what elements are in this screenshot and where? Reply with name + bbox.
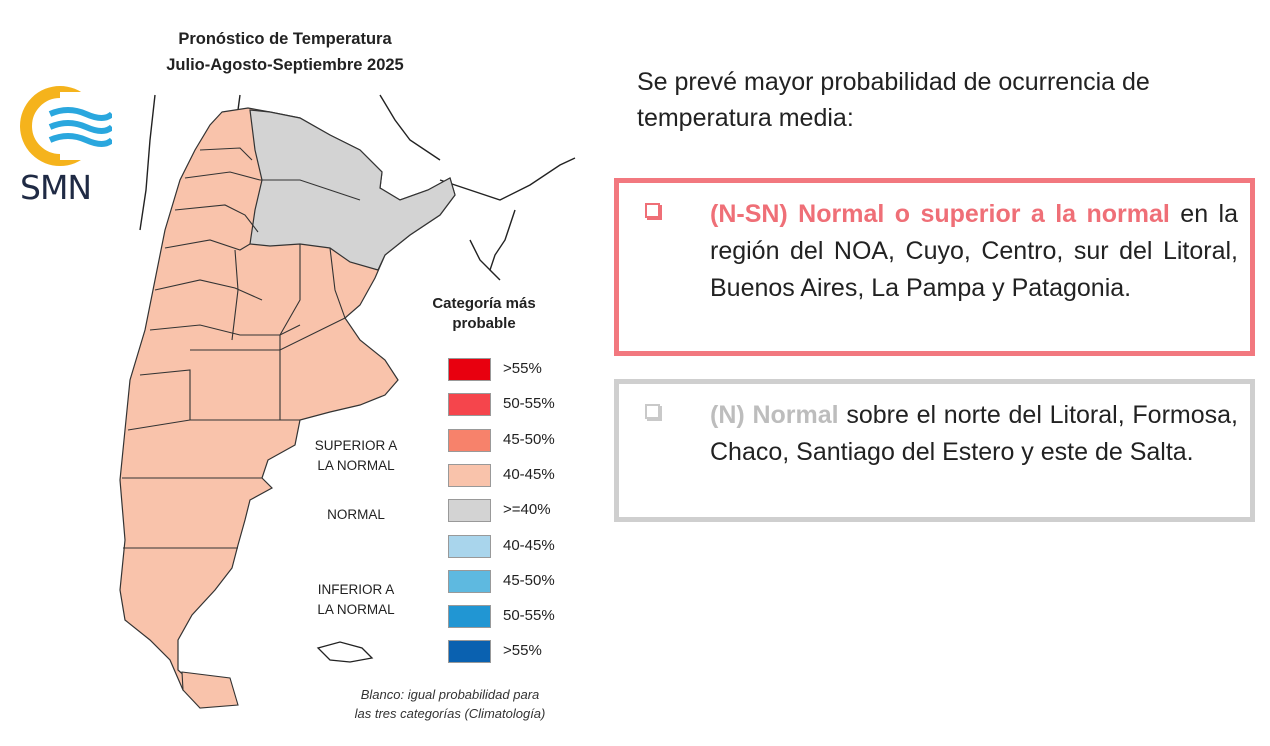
legend-swatch: [448, 535, 491, 558]
legend-swatch: [448, 393, 491, 416]
forecast-box-normal: (N) Normal sobre el norte del Litoral, F…: [614, 379, 1255, 522]
legend-group-label-line1: NORMAL: [327, 507, 385, 522]
checkbox-bullet-icon: [645, 404, 660, 419]
argentina-map: [119, 94, 576, 709]
box1-body: en la región del NOA, Cuyo, Centro, sur …: [710, 200, 1238, 302]
map-footnote: Blanco: igual probabilidad para las tres…: [300, 685, 600, 723]
legend-swatch: [448, 570, 491, 593]
box1-key: (N-SN) Normal o superior a la normal: [710, 200, 1170, 228]
box2-text: (N) Normal sobre el norte del Litoral, F…: [710, 397, 1238, 471]
legend-label: >=40%: [503, 501, 551, 518]
box1-text: (N-SN) Normal o superior a la normal en …: [710, 196, 1238, 307]
map-title: Pronóstico de Temperatura Julio-Agosto-S…: [100, 26, 470, 78]
legend-label: >55%: [503, 642, 542, 659]
legend-group-superior: SUPERIOR A LA NORMAL: [300, 436, 412, 476]
legend-swatch: [448, 464, 491, 487]
checkbox-bullet-icon: [645, 203, 660, 218]
normal-region: [249, 109, 456, 271]
forecast-map-panel: Pronóstico de Temperatura Julio-Agosto-S…: [0, 0, 600, 746]
legend-label: 50-55%: [503, 607, 555, 624]
legend-group-label-line2: LA NORMAL: [317, 458, 395, 473]
legend-label: 45-50%: [503, 431, 555, 448]
map-title-line2: Julio-Agosto-Septiembre 2025: [166, 56, 404, 74]
legend-group-label-line1: SUPERIOR A: [314, 438, 398, 453]
neighbor-borders: [139, 94, 576, 281]
legend-label: 45-50%: [503, 572, 555, 589]
legend-label: >55%: [503, 360, 542, 377]
legend-swatch: [448, 499, 491, 522]
legend-swatch: [448, 358, 491, 381]
legend-group-inferior: INFERIOR A LA NORMAL: [300, 580, 412, 620]
legend-heading-line1: Categoría más: [432, 295, 536, 312]
legend-heading-line2: probable: [452, 315, 516, 332]
box2-body: sobre el norte del Litoral, Formosa, Cha…: [710, 401, 1238, 466]
legend-swatch: [448, 640, 491, 663]
footnote-line1: Blanco: igual probabilidad para: [360, 687, 540, 702]
province-borders: [122, 147, 361, 549]
legend-group-label-line2: LA NORMAL: [317, 602, 395, 617]
footnote-line2: las tres categorías (Climatología): [354, 706, 546, 721]
legend-swatch: [448, 429, 491, 452]
legend-swatch: [448, 605, 491, 628]
smn-logo-icon: [20, 86, 112, 166]
legend-label: 40-45%: [503, 466, 555, 483]
forecast-box-above-normal: (N-SN) Normal o superior a la normal en …: [614, 178, 1255, 356]
legend-group-label-line1: INFERIOR A: [317, 582, 395, 597]
logo-text: SMN: [20, 168, 92, 207]
box2-key: (N) Normal: [710, 401, 839, 429]
legend-group-normal: NORMAL: [300, 505, 412, 525]
map-title-line1: Pronóstico de Temperatura: [178, 30, 392, 48]
intro-text: Se prevé mayor probabilidad de ocurrenci…: [637, 68, 1150, 132]
legend-label: 50-55%: [503, 395, 555, 412]
legend-heading: Categoría más probable: [404, 294, 564, 334]
legend-label: 40-45%: [503, 537, 555, 554]
